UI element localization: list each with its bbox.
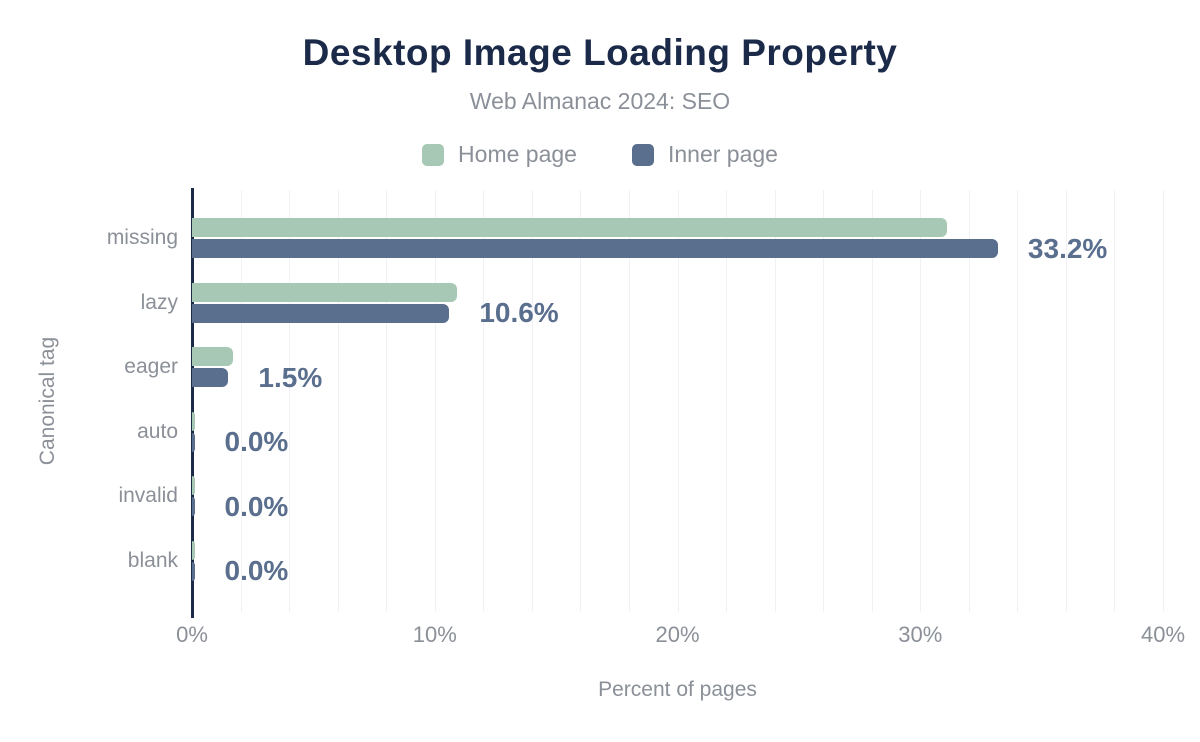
gridline [483,190,485,612]
x-tick-label-0: 0% [176,622,208,647]
y-axis-line [191,188,194,618]
gridline [1017,190,1019,612]
bar-missing-inner-page [192,239,998,258]
gridline [580,190,582,612]
legend-swatch-icon [422,143,445,166]
legend-label: Inner page [667,141,778,167]
bar-blank-home-page [192,540,195,560]
y-axis-title: Canonical tag [36,336,59,466]
category-label-invalid: invalid [118,484,178,507]
category-label-lazy: lazy [140,290,178,314]
bar-eager-home-page [192,347,234,366]
gridline [871,190,873,612]
bar-invalid-inner-page [192,497,195,516]
gridline [240,190,242,612]
gridline [386,190,388,612]
bar-lazy-inner-page [192,303,450,323]
gridline [677,190,679,612]
gridline [1163,190,1164,612]
bar-eager-inner-page [192,368,229,387]
bar-lazy-home-page [192,282,457,302]
bar-missing-home-page [192,218,947,237]
category-label-missing: missing [106,226,178,249]
bar-auto-inner-page [192,432,195,452]
gridline [823,190,825,612]
legend-swatch-icon [631,143,654,166]
data-label-lazy: 10.6% [479,297,559,328]
data-label-blank: 0.0% [224,555,289,586]
legend-item-inner-page[interactable]: Inner page [631,141,778,168]
category-label-blank: blank [127,548,178,572]
gridline [531,190,533,612]
x-axis-title: Percent of pages [598,678,757,701]
legend-label: Home page [458,141,577,167]
data-label-eager: 1.5% [258,361,323,393]
bar-invalid-home-page [192,476,195,495]
gridline [968,190,970,612]
data-label-auto: 0.0% [224,426,289,457]
gridline [337,190,339,612]
category-label-auto: auto [137,419,178,443]
chart-subtitle: Web Almanac 2024: SEO [469,88,731,114]
gridline [1065,190,1067,612]
bar-blank-inner-page [192,561,195,581]
gridline [1114,190,1116,612]
data-label-invalid: 0.0% [224,490,289,522]
legend: Home page Inner page [0,141,1200,168]
bar-auto-home-page [192,411,195,431]
gridline [628,190,630,612]
x-tick-label-10: 10% [412,622,457,647]
x-tick-label-40: 40% [1140,622,1186,647]
gridline [920,190,922,612]
data-label-missing: 33.2% [1027,232,1108,264]
gridline [289,190,291,612]
gridline [434,190,436,612]
x-tick-label-30: 30% [898,622,943,647]
gridline [726,190,728,612]
gridline [774,190,776,612]
x-tick-label-20: 20% [655,622,700,647]
category-label-eager: eager [124,355,178,378]
legend-item-home-page[interactable]: Home page [422,141,577,168]
chart-title: Desktop Image Loading Property [302,32,898,73]
